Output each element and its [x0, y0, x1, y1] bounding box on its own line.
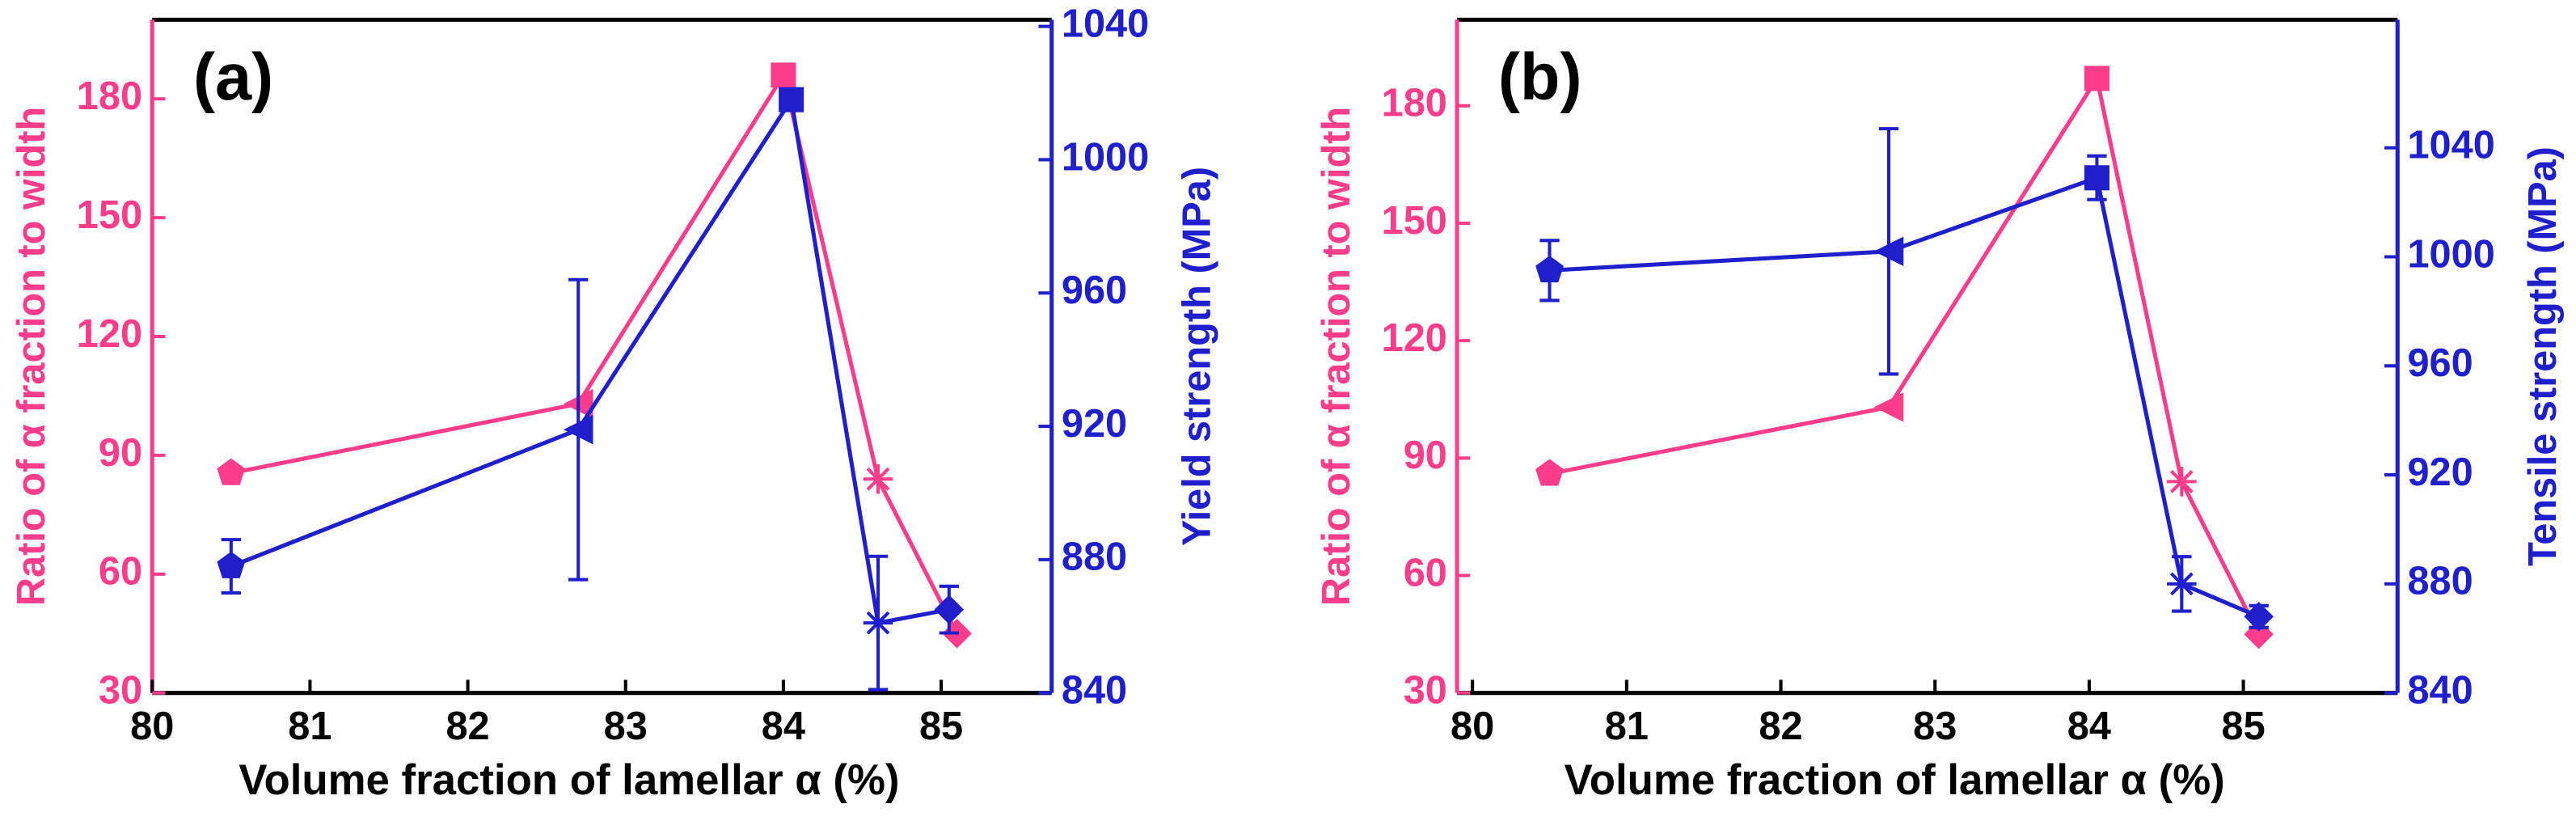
marker	[217, 551, 246, 578]
panel-label: (b)	[1498, 41, 1582, 114]
marker	[563, 414, 593, 445]
y2-tick-label: 1000	[1062, 135, 1149, 179]
marker	[2244, 602, 2274, 632]
y-tick-label: 90	[1404, 434, 1447, 477]
x-axis-title: Volume fraction of lamellar α (%)	[239, 756, 899, 804]
marker	[771, 62, 796, 88]
y2-tick-label: 1000	[2407, 232, 2494, 276]
x-tick-label: 84	[762, 705, 805, 748]
x-tick-label: 81	[288, 705, 332, 748]
marker	[934, 595, 965, 624]
y-tick-label: 30	[1404, 669, 1447, 713]
marker	[1873, 236, 1904, 267]
marker	[2167, 467, 2197, 497]
y2-axis-title: Tensile strength (MPa)	[2521, 146, 2565, 566]
series-line	[230, 70, 959, 635]
y2-tick-label: 920	[1062, 402, 1127, 446]
y2-tick-label: 840	[2407, 669, 2473, 713]
x-axis-title: Volume fraction of lamellar α (%)	[1564, 756, 2224, 804]
marker	[2167, 569, 2197, 599]
y-tick-label: 60	[1404, 551, 1447, 595]
y2-tick-label: 1040	[2407, 124, 2494, 167]
marker	[1535, 256, 1564, 283]
y2-tick-label: 960	[1062, 269, 1127, 312]
marker	[863, 464, 893, 494]
series-line	[1549, 73, 2261, 636]
x-tick-label: 85	[2221, 705, 2265, 748]
series-line	[230, 94, 950, 626]
y-tick-label: 180	[77, 74, 142, 118]
y-tick-label: 60	[99, 550, 142, 594]
y-tick-label: 150	[1382, 199, 1447, 243]
y-tick-label: 120	[77, 312, 142, 356]
marker	[779, 87, 804, 112]
y-tick-label: 30	[99, 669, 142, 713]
y-tick-label: 120	[1382, 316, 1447, 360]
y2-tick-label: 920	[2407, 451, 2473, 494]
y-tick-label: 90	[99, 431, 142, 475]
x-tick-label: 80	[1451, 705, 1494, 748]
y2-tick-label: 880	[1062, 535, 1127, 579]
marker	[2084, 66, 2109, 91]
x-tick-label: 80	[130, 705, 174, 748]
x-tick-label: 83	[604, 705, 648, 748]
y2-tick-label: 1040	[1062, 2, 1149, 45]
x-tick-label: 82	[1759, 705, 1802, 748]
marker	[217, 458, 246, 485]
marker	[863, 607, 893, 638]
y-axis-title: Ratio of α fraction to width	[10, 107, 53, 606]
x-tick-label: 83	[1913, 705, 1957, 748]
x-tick-label: 81	[1605, 705, 1649, 748]
marker	[2084, 165, 2109, 191]
y2-axis-title: Yield strength (MPa)	[1175, 167, 1218, 546]
y-tick-label: 180	[1382, 82, 1447, 125]
y-axis-title: Ratio of α fraction to width	[1315, 107, 1358, 606]
x-tick-label: 85	[919, 705, 963, 748]
y-tick-label: 150	[77, 193, 142, 237]
marker	[1535, 459, 1564, 486]
x-tick-label: 84	[2067, 705, 2111, 748]
x-tick-label: 82	[446, 705, 489, 748]
panel-label: (a)	[193, 41, 273, 114]
series-line	[1549, 175, 2260, 619]
y2-tick-label: 840	[1062, 669, 1127, 713]
y2-tick-label: 960	[2407, 341, 2473, 385]
y2-tick-label: 880	[2407, 560, 2473, 603]
marker	[1873, 392, 1904, 422]
